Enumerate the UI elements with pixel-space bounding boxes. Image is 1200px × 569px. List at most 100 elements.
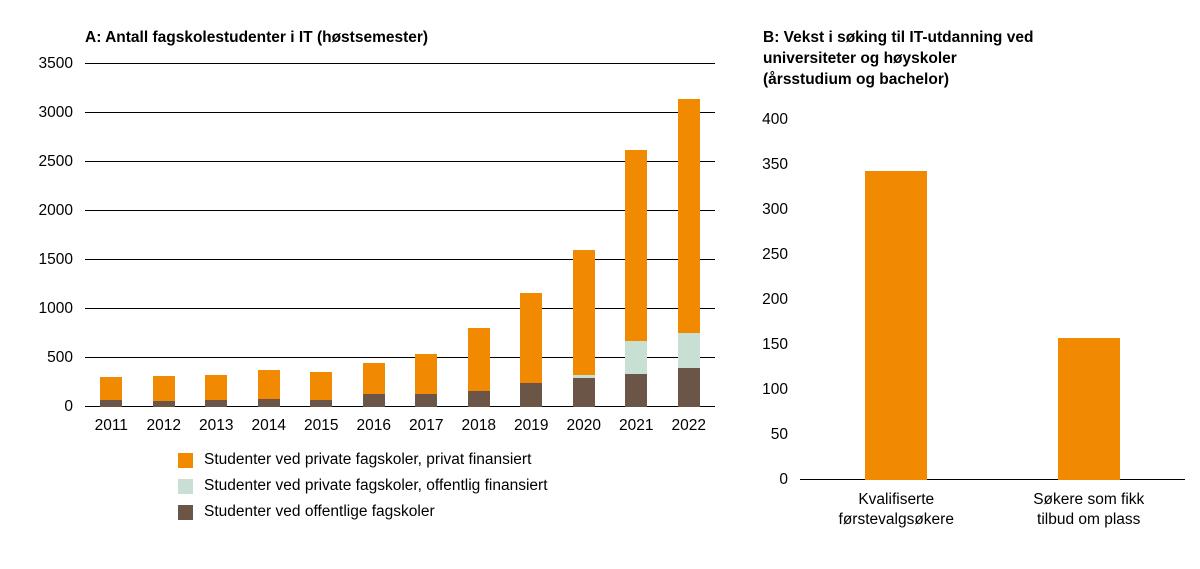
y-tick-label: 0 bbox=[64, 398, 73, 415]
legend-item: Studenter ved private fagskoler, offentl… bbox=[178, 478, 548, 494]
y-tick-label: 2500 bbox=[38, 153, 73, 170]
bar-slot bbox=[138, 64, 191, 407]
bar-segment bbox=[625, 150, 648, 342]
bar-segment bbox=[415, 353, 438, 395]
bar-slot bbox=[243, 64, 296, 407]
bar bbox=[362, 362, 385, 407]
y-tick-label: 250 bbox=[762, 246, 788, 263]
bar-segment bbox=[100, 376, 123, 401]
y-tick-label: 3000 bbox=[38, 104, 73, 121]
legend-swatch bbox=[178, 452, 193, 468]
chart-b-x-axis-labels: Kvalifiserte førstevalgsøkere Søkere som … bbox=[800, 490, 1185, 530]
bar-slot bbox=[610, 64, 663, 407]
bar-segment bbox=[572, 374, 595, 378]
bar-slot bbox=[348, 64, 401, 407]
bar-slot bbox=[295, 64, 348, 407]
chart-a-plot: 0 500 1000 1500 2000 2500 3000 3500 bbox=[39, 55, 716, 415]
x-tick-label: 2019 bbox=[514, 417, 549, 434]
x-tick-label: 2011 bbox=[94, 417, 128, 434]
y-tick-label: 2000 bbox=[38, 202, 73, 219]
y-tick-label: 500 bbox=[47, 349, 73, 366]
x-tick-label: 2021 bbox=[619, 417, 654, 434]
chart-b-plot: 0 50 100 150 200 250 300 350 400 bbox=[762, 111, 1185, 488]
bar-segment bbox=[257, 370, 280, 400]
y-tick-label: 400 bbox=[762, 111, 788, 128]
bar bbox=[152, 375, 175, 407]
legend-swatch bbox=[178, 478, 193, 494]
bar-segment bbox=[677, 332, 700, 368]
x-tick-label: 2018 bbox=[461, 417, 496, 434]
bar-slot bbox=[663, 64, 716, 407]
legend-label: Studenter ved private fagskoler, offentl… bbox=[204, 477, 548, 494]
y-tick-label: 1000 bbox=[38, 300, 73, 317]
gridline bbox=[85, 161, 715, 162]
bars-row bbox=[800, 120, 1185, 480]
gridline bbox=[85, 112, 715, 113]
bar-segment bbox=[310, 400, 333, 407]
x-tick-label: 2020 bbox=[566, 417, 601, 434]
bar-segment bbox=[152, 375, 175, 402]
gridline bbox=[85, 357, 715, 358]
bar bbox=[100, 376, 123, 407]
bar-slot bbox=[85, 64, 138, 407]
legend-swatch bbox=[178, 504, 193, 520]
bar-segment bbox=[677, 99, 700, 333]
bar bbox=[625, 150, 648, 407]
bar bbox=[257, 370, 280, 407]
bar-segment bbox=[205, 374, 228, 401]
bar bbox=[677, 99, 700, 407]
y-tick-label: 3500 bbox=[38, 55, 73, 72]
x-tick-label: Kvalifiserte førstevalgsøkere bbox=[838, 491, 954, 529]
gridline bbox=[800, 479, 1185, 480]
gridline bbox=[85, 259, 715, 260]
y-tick-label: 100 bbox=[762, 381, 788, 398]
bar-segment bbox=[865, 171, 928, 480]
legend-label: Studenter ved offentlige fagskoler bbox=[204, 503, 435, 520]
bar bbox=[572, 250, 595, 407]
legend-item: Studenter ved offentlige fagskoler bbox=[178, 504, 548, 520]
bar bbox=[865, 171, 928, 480]
gridline bbox=[85, 210, 715, 211]
x-tick-label: 2016 bbox=[356, 417, 391, 434]
bar-segment bbox=[467, 327, 490, 392]
legend-label: Studenter ved private fagskoler, privat … bbox=[204, 451, 532, 468]
chart-a-legend: Studenter ved private fagskoler, privat … bbox=[178, 452, 548, 520]
bar-segment bbox=[572, 250, 595, 375]
bar-slot bbox=[800, 120, 993, 480]
legend-item: Studenter ved private fagskoler, privat … bbox=[178, 452, 548, 468]
bar-segment bbox=[572, 377, 595, 407]
y-tick-label: 50 bbox=[770, 426, 788, 443]
bar-slot bbox=[558, 64, 611, 407]
bar-segment bbox=[362, 362, 385, 395]
bar-segment bbox=[100, 400, 123, 407]
bar-segment bbox=[625, 341, 648, 374]
bar-segment bbox=[520, 293, 543, 383]
y-tick-label: 1500 bbox=[38, 251, 73, 268]
y-tick-label: 350 bbox=[762, 156, 788, 173]
x-tick-label: Søkere som fikk tilbud om plass bbox=[1033, 491, 1145, 529]
bar-segment bbox=[467, 391, 490, 407]
bar-segment bbox=[625, 373, 648, 407]
y-tick-label: 150 bbox=[762, 336, 788, 353]
bar bbox=[467, 327, 490, 407]
chart-b-title: B: Vekst i søking til IT-utdanning ved u… bbox=[763, 29, 1034, 88]
bar bbox=[1057, 337, 1120, 480]
bar-segment bbox=[205, 400, 228, 407]
gridline bbox=[85, 308, 715, 309]
bar-slot bbox=[400, 64, 453, 407]
gridline bbox=[85, 63, 715, 64]
x-tick-label: 2012 bbox=[146, 417, 181, 434]
bar-segment bbox=[362, 394, 385, 407]
gridline bbox=[85, 406, 715, 407]
bar-segment bbox=[1057, 337, 1120, 480]
bar-segment bbox=[152, 401, 175, 407]
y-tick-label: 0 bbox=[779, 471, 788, 488]
bar-slot bbox=[505, 64, 558, 407]
bar bbox=[205, 374, 228, 407]
bar-slot bbox=[453, 64, 506, 407]
bar-slot bbox=[993, 120, 1186, 480]
bar-segment bbox=[310, 371, 333, 401]
bar-segment bbox=[520, 382, 543, 407]
x-tick-label: 2014 bbox=[251, 417, 286, 434]
